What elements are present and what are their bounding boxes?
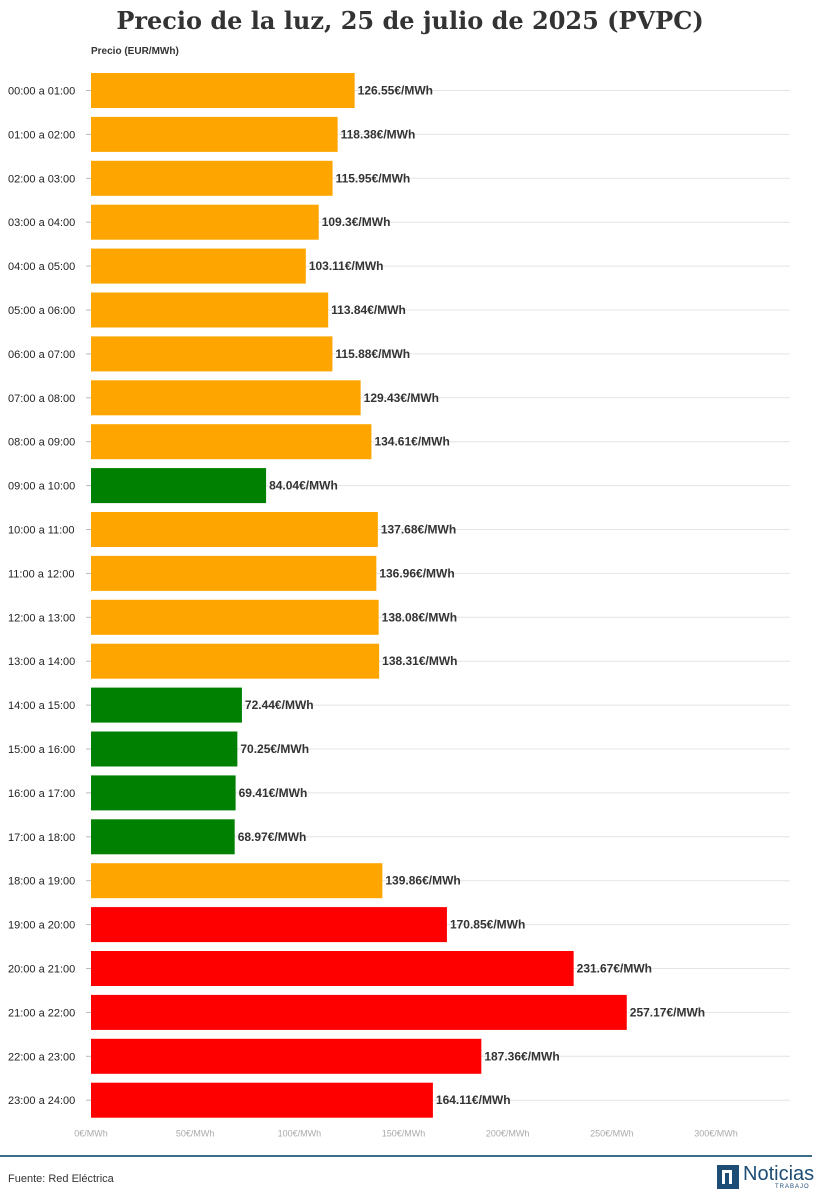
value-label: 231.67€/MWh: [577, 962, 652, 976]
bar: [91, 775, 236, 811]
category-label: 18:00 a 19:00: [8, 876, 75, 888]
category-label: 23:00 a 24:00: [8, 1095, 75, 1107]
category-label: 12:00 a 13:00: [8, 612, 75, 624]
bar: [91, 512, 378, 547]
bar: [91, 204, 319, 240]
category-label: 00:00 a 01:00: [8, 86, 75, 98]
value-label: 113.84€/MWh: [331, 303, 406, 317]
value-label: 138.31€/MWh: [382, 654, 457, 668]
x-tick-label: 150€/MWh: [382, 1129, 426, 1139]
value-label: 136.96€/MWh: [379, 566, 454, 580]
category-label: 08:00 a 09:00: [8, 437, 75, 449]
bar: [91, 907, 447, 943]
value-label: 134.61€/MWh: [374, 435, 449, 449]
value-label: 115.88€/MWh: [335, 347, 410, 361]
value-label: 118.38€/MWh: [341, 127, 416, 141]
value-label: 70.25€/MWh: [240, 742, 309, 756]
value-label: 115.95€/MWh: [336, 171, 411, 185]
value-label: 109.3€/MWh: [322, 215, 391, 229]
bar: [91, 424, 372, 460]
category-label: 15:00 a 16:00: [8, 744, 75, 756]
bar: [91, 1082, 433, 1118]
value-label: 257.17€/MWh: [630, 1005, 705, 1019]
bar: [91, 292, 329, 328]
bar: [91, 116, 338, 152]
bar: [91, 731, 238, 767]
logo-subtitle: TRABAJO: [775, 1184, 810, 1190]
bar: [91, 248, 306, 284]
bar: [91, 951, 574, 986]
x-tick-label: 100€/MWh: [278, 1129, 322, 1139]
x-tick-label: 250€/MWh: [590, 1129, 634, 1139]
category-label: 01:00 a 02:00: [8, 129, 75, 141]
category-label: 14:00 a 15:00: [8, 700, 75, 712]
bar: [91, 73, 355, 108]
value-label: 170.85€/MWh: [450, 918, 525, 932]
brand-logo: Noticias TRABAJO: [717, 1163, 817, 1191]
chart-title: Precio de la luz, 25 de julio de 2025 (P…: [116, 6, 704, 35]
value-label: 164.11€/MWh: [436, 1093, 511, 1107]
x-tick-label: 300€/MWh: [694, 1129, 738, 1139]
value-label: 84.04€/MWh: [269, 479, 338, 493]
footer-divider: [0, 1155, 812, 1157]
value-label: 68.97€/MWh: [238, 830, 307, 844]
bar-chart: 0€/MWh 50€/MWh 100€/MWh 150€/MWh 200€/MWh 250…: [8, 73, 790, 1139]
source-note: Fuente: Red Eléctrica: [8, 1173, 114, 1185]
category-label: 16:00 a 17:00: [8, 788, 75, 800]
bar: [91, 599, 379, 635]
x-tick-label: 50€/MWh: [176, 1129, 215, 1139]
x-tick-label: 0€/MWh: [74, 1129, 108, 1139]
value-label: 187.36€/MWh: [484, 1049, 559, 1063]
category-label: 04:00 a 05:00: [8, 261, 75, 273]
category-label: 13:00 a 14:00: [8, 656, 75, 668]
value-label: 126.55€/MWh: [358, 84, 433, 98]
bar: [91, 555, 377, 591]
value-label: 139.86€/MWh: [385, 874, 460, 888]
category-label: 11:00 a 12:00: [8, 568, 74, 580]
bar: [91, 468, 267, 504]
category-label: 21:00 a 22:00: [8, 1007, 75, 1019]
bar: [91, 1038, 482, 1074]
category-label: 22:00 a 23:00: [8, 1051, 75, 1063]
value-label: 69.41€/MWh: [239, 786, 308, 800]
x-tick-label: 200€/MWh: [486, 1129, 530, 1139]
bar: [91, 380, 361, 416]
value-label: 72.44€/MWh: [245, 698, 314, 712]
category-label: 09:00 a 10:00: [8, 481, 75, 493]
category-label: 02:00 a 03:00: [8, 173, 75, 185]
category-label: 05:00 a 06:00: [8, 305, 75, 317]
category-label: 20:00 a 21:00: [8, 964, 75, 976]
category-label: 03:00 a 04:00: [8, 217, 75, 229]
category-label: 17:00 a 18:00: [8, 832, 75, 844]
logo-name: Noticias: [743, 1163, 815, 1185]
bar: [91, 643, 380, 679]
value-label: 103.11€/MWh: [309, 259, 384, 273]
bar: [91, 863, 383, 899]
category-label: 06:00 a 07:00: [8, 349, 75, 361]
bar: [91, 160, 333, 196]
category-label: 07:00 a 08:00: [8, 393, 75, 405]
bar: [91, 994, 627, 1030]
category-label: 19:00 a 20:00: [8, 920, 75, 932]
bar: [91, 687, 242, 723]
category-label: 10:00 a 11:00: [8, 525, 74, 537]
value-label: 129.43€/MWh: [364, 391, 439, 405]
value-label: 137.68€/MWh: [381, 523, 456, 537]
bar: [91, 336, 333, 372]
logo-icon: [717, 1165, 739, 1189]
bar: [91, 819, 235, 855]
y-axis-label: Precio (EUR/MWh): [91, 46, 179, 57]
value-label: 138.08€/MWh: [382, 610, 457, 624]
